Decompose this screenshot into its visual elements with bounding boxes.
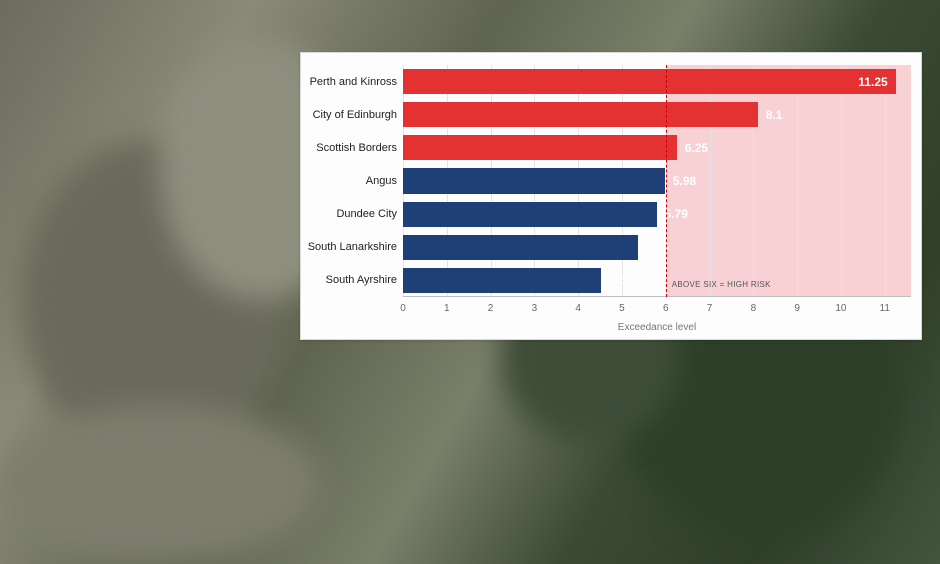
bar: 11.25 xyxy=(403,69,896,94)
row-label: South Ayrshire xyxy=(326,274,403,286)
chart-row: Scottish Borders6.25 xyxy=(403,131,911,164)
bar-value: 5.79 xyxy=(665,207,688,221)
chart-row: South Lanarkshire5.36 xyxy=(403,231,911,264)
x-tick: 2 xyxy=(488,303,494,314)
exceedance-chart: ABOVE SIX = HIGH RISK Perth and Kinross1… xyxy=(300,52,922,340)
row-label: Perth and Kinross xyxy=(310,76,403,88)
bar-value: 11.25 xyxy=(858,75,887,89)
x-tick: 10 xyxy=(835,303,846,314)
bar-value: 6.25 xyxy=(685,141,708,155)
row-label: South Lanarkshire xyxy=(308,241,403,253)
x-tick: 4 xyxy=(575,303,581,314)
x-tick: 11 xyxy=(880,303,890,314)
row-label: Angus xyxy=(366,175,403,187)
bar xyxy=(403,235,638,260)
x-tick: 9 xyxy=(794,303,800,314)
chart-row: Dundee City5.79 xyxy=(403,198,911,231)
x-tick: 0 xyxy=(400,303,406,314)
x-axis-label: Exceedance level xyxy=(618,322,696,333)
x-tick: 8 xyxy=(751,303,757,314)
chart-row: South Ayrshire4.52 xyxy=(403,264,911,297)
chart-row: Angus5.98 xyxy=(403,164,911,197)
bar-value: 8.1 xyxy=(766,108,783,122)
threshold-label: ABOVE SIX = HIGH RISK xyxy=(672,280,771,289)
x-tick: 5 xyxy=(619,303,625,314)
x-tick: 6 xyxy=(663,303,669,314)
x-tick: 3 xyxy=(532,303,538,314)
bar xyxy=(403,135,677,160)
chart-row: City of Edinburgh8.1 xyxy=(403,98,911,131)
bar xyxy=(403,268,601,293)
x-tick: 7 xyxy=(707,303,713,314)
row-label: City of Edinburgh xyxy=(313,109,403,121)
row-label: Scottish Borders xyxy=(316,142,403,154)
bar xyxy=(403,202,657,227)
bar xyxy=(403,168,665,193)
bar-value: 5.98 xyxy=(673,174,696,188)
x-tick: 1 xyxy=(444,303,450,314)
x-axis-baseline xyxy=(403,296,911,297)
chart-row: Perth and Kinross11.25 xyxy=(403,65,911,98)
threshold-line xyxy=(666,65,667,297)
bar-value: 4.52 xyxy=(609,273,632,287)
bar xyxy=(403,102,758,127)
row-label: Dundee City xyxy=(336,208,403,220)
